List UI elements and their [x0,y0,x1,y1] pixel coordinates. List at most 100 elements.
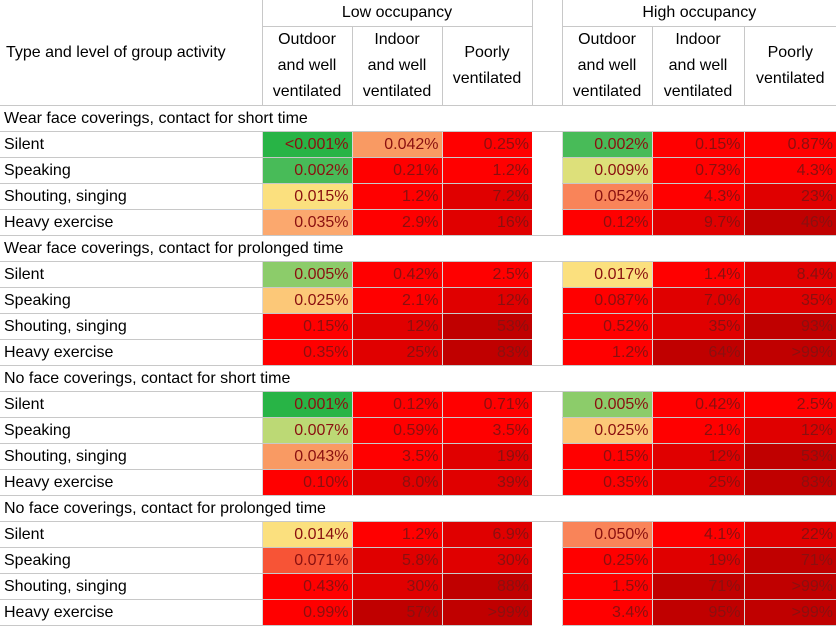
cell-high-indoor: 95% [651,599,745,626]
cell-low-poor: 3.5% [441,417,533,444]
cell-low-poor: 19% [441,443,533,470]
cell-high-poor: 22% [743,521,836,548]
table-row: Speaking 0.071% 5.8% 30% 0.25% 19% 71% [0,547,836,574]
cell-high-indoor: 1.4% [651,261,745,288]
col-line: ventilated [572,83,642,100]
cell-low-indoor: 3.5% [351,443,442,470]
col-line: Indoor [675,31,721,48]
cell-low-outdoor: 0.043% [261,443,352,470]
cell-low-outdoor: 0.35% [261,339,352,366]
section-header-row: Wear face coverings, contact for prolong… [0,235,836,262]
cell-low-outdoor: 0.035% [261,209,352,236]
cell-low-indoor: 25% [351,339,442,366]
col-low-indoor: Indoor and well ventilated [351,26,442,106]
row-label: Speaking [0,417,262,444]
section-title: No face coverings, contact for short tim… [0,365,836,392]
table-row: Speaking 0.007% 0.59% 3.5% 0.025% 2.1% 12% [0,417,836,444]
section-header-row: Wear face coverings, contact for short t… [0,105,836,132]
cell-low-outdoor: 0.071% [261,547,352,574]
cell-high-poor: 0.87% [743,131,836,158]
table-row: Shouting, singing 0.043% 3.5% 19% 0.15% 12% 53… [0,443,836,470]
table-row: Heavy exercise 0.10% 8.0% 39% 0.35% 25% 83% [0,469,836,496]
cell-low-outdoor: 0.014% [261,521,352,548]
type-header: Type and level of group activity [0,0,262,106]
cell-high-outdoor: 3.4% [561,599,653,626]
gap-cell [532,183,563,210]
table-row: Shouting, singing 0.015% 1.2% 7.2% 0.052% 4.3… [0,183,836,210]
cell-low-outdoor: 0.15% [261,313,352,340]
column-header-row: Outdoor and well ventilated Indoor and well… [0,26,836,106]
col-low-poor: Poorly ventilated [441,26,533,106]
table-row: Heavy exercise 0.035% 2.9% 16% 0.12% 9.7% 46% [0,209,836,236]
row-label: Shouting, singing [0,183,262,210]
cell-high-outdoor: 0.12% [561,209,653,236]
cell-low-indoor: 5.8% [351,547,442,574]
cell-low-outdoor: 0.005% [261,261,352,288]
row-label: Shouting, singing [0,573,262,600]
cell-low-indoor: 0.12% [351,391,442,418]
cell-high-outdoor: 0.087% [561,287,653,314]
cell-high-indoor: 71% [651,573,745,600]
cell-high-indoor: 0.73% [651,157,745,184]
cell-low-indoor: 2.9% [351,209,442,236]
table-row: Silent 0.014% 1.2% 6.9% 0.050% 4.1% 22% [0,521,836,548]
cell-low-outdoor: 0.43% [261,573,352,600]
cell-low-poor: 2.5% [441,261,533,288]
col-line: Poorly [464,44,510,61]
cell-high-outdoor: 1.5% [561,573,653,600]
row-label: Heavy exercise [0,599,262,626]
gap-cell [532,313,563,340]
table-row: Speaking 0.025% 2.1% 12% 0.087% 7.0% 35% [0,287,836,314]
cell-low-outdoor: 0.025% [261,287,352,314]
cell-high-poor: 93% [743,313,836,340]
cell-low-outdoor: <0.001% [261,131,352,158]
cell-low-poor: 12% [441,287,533,314]
gap-cell [532,209,563,236]
col-line: and well [277,57,337,74]
cell-low-poor: 30% [441,547,533,574]
group-header-row: Type and level of group activity Low occ… [0,0,836,106]
cell-high-indoor: 4.1% [651,521,745,548]
col-line: ventilated [663,83,733,100]
gap-cell [532,417,563,444]
cell-low-indoor: 0.59% [351,417,442,444]
cell-high-outdoor: 0.25% [561,547,653,574]
cell-low-poor: 1.2% [441,157,533,184]
cell-high-outdoor: 0.35% [561,469,653,496]
col-line: Poorly [767,44,813,61]
row-label: Shouting, singing [0,313,262,340]
gap-cell [532,573,563,600]
section-title: Wear face coverings, contact for short t… [0,105,836,132]
cell-low-indoor: 0.042% [351,131,442,158]
cell-low-indoor: 1.2% [351,521,442,548]
cell-high-outdoor: 0.005% [561,391,653,418]
gap-cell [532,521,563,548]
cell-high-poor: >99% [743,599,836,626]
cell-high-outdoor: 0.050% [561,521,653,548]
col-line: ventilated [452,70,522,87]
row-label: Heavy exercise [0,469,262,496]
cell-high-indoor: 9.7% [651,209,745,236]
cell-high-indoor: 25% [651,469,745,496]
cell-low-indoor: 2.1% [351,287,442,314]
gap-cell [532,547,563,574]
cell-high-indoor: 2.1% [651,417,745,444]
row-label: Silent [0,131,262,158]
cell-low-outdoor: 0.015% [261,183,352,210]
table-row: Silent <0.001% 0.042% 0.25% 0.002% 0.15% 0.87% [0,131,836,158]
col-line: Outdoor [578,31,636,48]
cell-high-indoor: 12% [651,443,745,470]
cell-high-outdoor: 0.025% [561,417,653,444]
col-high-outdoor: Outdoor and well ventilated [561,26,653,106]
cell-low-indoor: 12% [351,313,442,340]
cell-high-outdoor: 0.15% [561,443,653,470]
cell-low-indoor: 1.2% [351,183,442,210]
col-line: ventilated [272,83,342,100]
table-row: Heavy exercise 0.35% 25% 83% 1.2% 64% >99% [0,339,836,366]
gap-cell [532,469,563,496]
cell-high-poor: 46% [743,209,836,236]
col-low-outdoor: Outdoor and well ventilated [261,26,352,106]
col-line: and well [668,57,728,74]
